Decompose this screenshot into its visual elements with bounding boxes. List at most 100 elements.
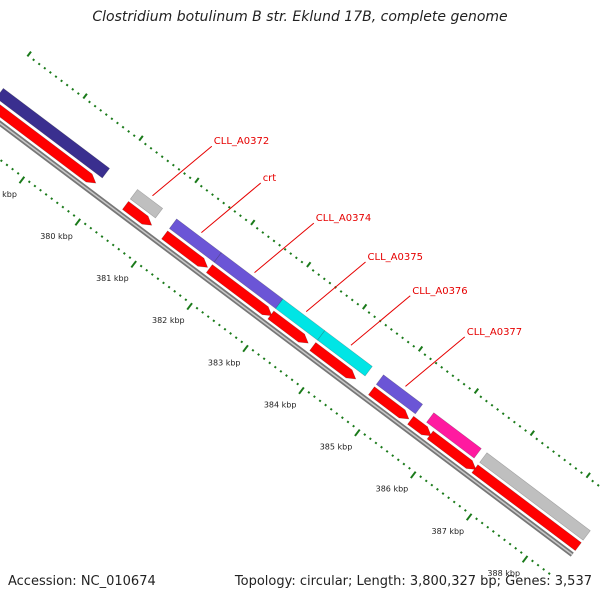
outer-tick — [300, 260, 304, 264]
outer-tick — [339, 290, 343, 293]
cds-red-6 — [407, 415, 432, 437]
outer-tick — [244, 218, 248, 222]
inner-tick — [458, 504, 462, 508]
inner-tick — [531, 559, 534, 563]
outer-tick — [160, 155, 164, 159]
gene-leader-line — [201, 182, 262, 233]
outer-tick — [205, 189, 209, 192]
outer-tick — [211, 193, 214, 197]
inner-tick — [61, 205, 65, 209]
outer-tick — [216, 197, 220, 201]
inner-tick — [100, 235, 104, 238]
outer-tick — [501, 412, 505, 416]
outer-tick — [429, 357, 432, 361]
outer-tick — [239, 214, 242, 218]
inner-tick — [242, 344, 249, 353]
inner-tick — [279, 369, 283, 373]
inner-tick — [463, 508, 467, 512]
tick-label-381: 381 kbp — [96, 274, 129, 283]
inner-tick — [16, 171, 20, 175]
inner-tick — [296, 382, 300, 386]
outer-tick — [574, 467, 578, 470]
outer-tick — [596, 483, 600, 487]
inner-tick — [106, 239, 109, 243]
inner-tick — [195, 306, 199, 310]
outer-tick — [367, 311, 371, 314]
outer-tick — [457, 378, 460, 382]
outer-tick — [546, 445, 550, 449]
inner-tick — [298, 386, 305, 395]
inner-tick — [251, 348, 255, 352]
outer-tick — [552, 450, 555, 453]
gene-feature-cll-a0377 — [375, 374, 424, 415]
outer-tick — [60, 79, 63, 83]
outer-tick — [512, 420, 516, 424]
inner-tick — [542, 567, 546, 571]
outer-tick — [116, 121, 119, 125]
gene-label-cll-a0374: CLL_A0374 — [316, 213, 371, 224]
inner-tick — [55, 201, 59, 205]
outer-tick — [43, 66, 47, 70]
inner-tick — [173, 289, 177, 293]
inner-tick — [156, 277, 160, 281]
inner-tick — [201, 310, 205, 314]
gene-leader-line — [405, 336, 466, 387]
inner-tick — [480, 521, 484, 525]
outer-tick — [468, 386, 472, 390]
outer-tick — [345, 294, 349, 298]
outer-tick — [529, 430, 535, 437]
inner-tick — [408, 466, 411, 470]
inner-tick — [374, 441, 378, 445]
outer-tick — [524, 429, 527, 432]
inner-tick — [430, 483, 434, 487]
inner-tick — [234, 336, 238, 340]
inner-tick — [465, 513, 473, 521]
outer-tick — [356, 302, 360, 306]
outer-tick — [250, 219, 256, 226]
outer-tick — [440, 365, 444, 369]
outer-tick — [540, 441, 544, 445]
tick-label-383: 383 kbp — [208, 358, 241, 367]
gene-feature-cll-a0376 — [317, 330, 373, 377]
inner-tick — [27, 180, 31, 184]
gene-feature-cll-a0375 — [275, 298, 326, 341]
inner-tick — [436, 487, 439, 491]
inner-tick — [184, 298, 188, 302]
outer-tick — [507, 416, 511, 420]
inner-tick — [354, 428, 361, 437]
outer-tick — [110, 117, 114, 121]
outer-tick — [227, 205, 231, 209]
cds-red-5 — [368, 386, 410, 420]
inner-tick — [117, 247, 121, 251]
inner-tick — [508, 542, 512, 546]
inner-tick — [83, 222, 87, 226]
inner-tick — [536, 563, 540, 567]
outer-tick — [104, 113, 108, 116]
outer-tick — [272, 239, 276, 243]
genome-stats-text: Topology: circular; Length: 3,800,327 bp… — [234, 574, 592, 589]
inner-tick — [447, 496, 451, 500]
feature-purple-left — [0, 87, 110, 179]
outer-tick — [222, 201, 226, 205]
inner-tick — [262, 357, 266, 361]
outer-tick — [434, 361, 438, 365]
outer-tick — [462, 382, 466, 386]
inner-tick — [424, 479, 428, 483]
outer-tick — [412, 344, 416, 348]
inner-tick — [402, 462, 406, 466]
outer-tick — [328, 281, 332, 285]
inner-tick — [290, 378, 294, 382]
outer-tick — [82, 93, 88, 100]
outer-tick — [283, 247, 287, 251]
inner-tick — [229, 332, 232, 335]
gene-label-crt: crt — [263, 173, 277, 184]
outer-tick — [48, 71, 52, 74]
outer-tick — [26, 51, 32, 57]
inner-tick — [50, 197, 54, 201]
inner-tick — [419, 475, 423, 479]
gene-leader-line — [152, 145, 213, 197]
outer-tick — [535, 437, 539, 441]
inner-tick — [122, 252, 126, 255]
outer-tick — [261, 231, 265, 234]
